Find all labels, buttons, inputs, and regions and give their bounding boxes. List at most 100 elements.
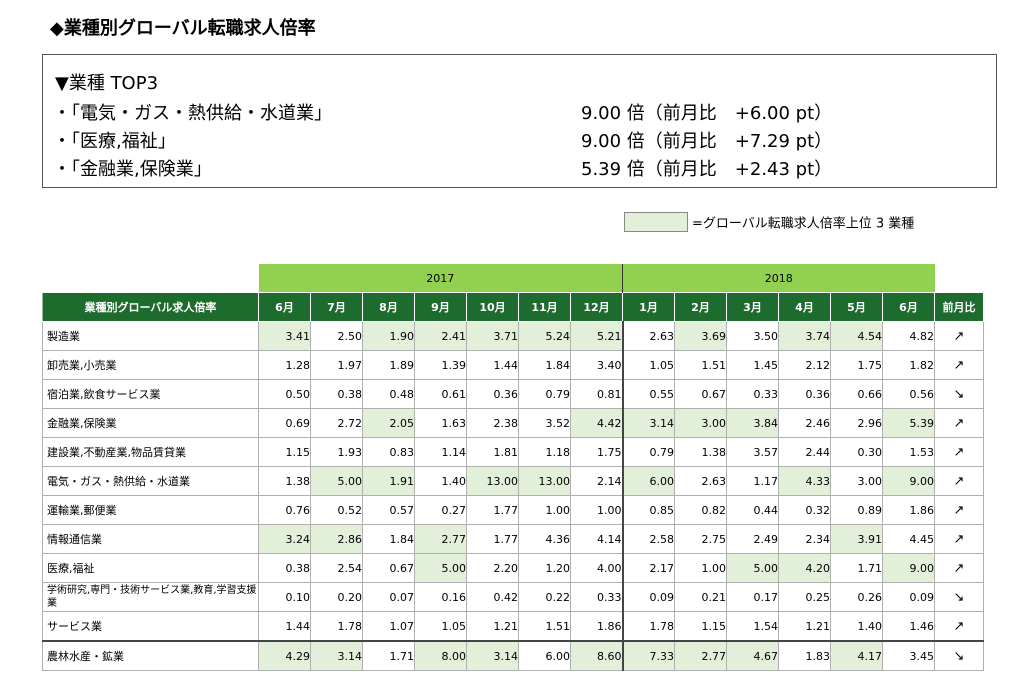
ratio-cell: 0.10 [258,582,311,612]
trend-up-icon: ↗ [934,553,984,583]
ratio-cell: 0.85 [621,495,675,525]
ratio-cell: 0.76 [258,495,311,525]
month-header: 6月 [882,292,935,322]
ratio-cell: 1.05 [621,350,675,380]
ratio-cell: 4.00 [570,553,623,583]
ratio-cell: 1.15 [258,437,311,467]
ratio-cell: 6.00 [621,466,675,496]
table-row: 医療,福祉 0.38 2.54 0.67 5.00 2.20 1.20 4.00 2.17 1.0… [42,553,984,583]
ratio-cell: 2.49 [726,524,779,554]
ratio-cell: 1.20 [518,553,571,583]
trend-up-icon: ↗ [934,524,984,554]
ratio-cell: 4.45 [882,524,935,554]
ratio-cell: 0.83 [362,437,415,467]
ratio-cell: 1.00 [518,495,571,525]
ratio-cell: 2.41 [414,321,467,351]
industry-name: 建設業,不動産業,物品賃貸業 [42,437,259,467]
ratio-cell: 0.89 [830,495,883,525]
ratio-cell: 5.39 [882,408,935,438]
ratio-cell: 2.12 [778,350,831,380]
ratio-cell: 1.78 [310,611,363,642]
trend-up-icon: ↗ [934,408,984,438]
ratio-cell: 1.83 [778,640,831,671]
ratio-table: 2017 2018 業種別グローバル求人倍率 6月 7月 8月 9月 10月 11月 12月… [42,264,984,671]
top3-item: ・「電気・ガス・熱供給・水道業」 9.00 倍（前月比 +6.00 pt） [53,99,983,124]
ratio-cell: 0.07 [362,582,415,612]
ratio-cell: 0.38 [310,379,363,409]
ratio-cell: 3.71 [466,321,519,351]
ratio-cell: 1.44 [258,611,311,642]
ratio-cell: 1.75 [570,437,623,467]
ratio-cell: 2.14 [570,466,623,496]
ratio-cell: 3.24 [258,524,311,554]
ratio-cell: 1.77 [466,524,519,554]
industry-name: 電気・ガス・熱供給・水道業 [42,466,259,496]
ratio-cell: 2.63 [674,466,727,496]
ratio-cell: 3.00 [830,466,883,496]
ratio-cell: 2.34 [778,524,831,554]
ratio-cell: 2.46 [778,408,831,438]
ratio-cell: 0.21 [674,582,727,612]
industry-name: 運輸業,郵便業 [42,495,259,525]
month-header-row: 業種別グローバル求人倍率 6月 7月 8月 9月 10月 11月 12月 1月 2月 3月 4月 5月… [42,292,984,322]
ratio-cell: 1.38 [258,466,311,496]
ratio-cell: 1.00 [570,495,623,525]
ratio-cell: 1.75 [830,350,883,380]
ratio-cell: 0.55 [621,379,675,409]
ratio-cell: 3.84 [726,408,779,438]
trend-up-icon: ↗ [934,466,984,496]
ratio-cell: 7.33 [621,640,675,671]
ratio-cell: 1.81 [466,437,519,467]
ratio-cell: 2.44 [778,437,831,467]
industry-name: 医療,福祉 [42,553,259,583]
ratio-cell: 3.50 [726,321,779,351]
ratio-cell: 1.93 [310,437,363,467]
ratio-cell: 0.27 [414,495,467,525]
table-row: 情報通信業 3.24 2.86 1.84 2.77 1.77 4.36 4.14 2.58 2.7… [42,524,984,554]
month-header: 7月 [310,292,363,322]
ratio-cell: 1.40 [414,466,467,496]
ratio-cell: 2.77 [674,640,727,671]
table-row: 製造業 3.41 2.50 1.90 2.41 3.71 5.24 5.21 2.63 3.69 3… [42,321,984,351]
ratio-cell: 0.33 [726,379,779,409]
ratio-cell: 1.17 [726,466,779,496]
ratio-cell: 2.50 [310,321,363,351]
ratio-cell: 4.20 [778,553,831,583]
ratio-cell: 4.14 [570,524,623,554]
ratio-cell: 0.32 [778,495,831,525]
table-row: 建設業,不動産業,物品賃貸業 1.15 1.93 0.83 1.14 1.81 1.18 1.… [42,437,984,467]
ratio-cell: 8.00 [414,640,467,671]
ratio-cell: 9.00 [882,466,935,496]
legend: =グローバル転職求人倍率上位 3 業種 [624,212,914,232]
ratio-cell: 2.96 [830,408,883,438]
ratio-cell: 0.22 [518,582,571,612]
ratio-cell: 1.86 [882,495,935,525]
ratio-cell: 3.57 [726,437,779,467]
ratio-cell: 1.14 [414,437,467,467]
ratio-cell: 0.33 [570,582,623,612]
industry-name: サービス業 [42,611,259,642]
ratio-cell: 2.54 [310,553,363,583]
ratio-cell: 4.67 [726,640,779,671]
ratio-cell: 1.21 [466,611,519,642]
month-header: 10月 [466,292,519,322]
ratio-cell: 1.77 [466,495,519,525]
trend-down-icon: ↘ [934,379,984,409]
ratio-cell: 1.78 [621,611,675,642]
ratio-cell: 4.42 [570,408,623,438]
ratio-cell: 0.16 [414,582,467,612]
industry-name: 情報通信業 [42,524,259,554]
ratio-cell: 3.41 [258,321,311,351]
ratio-cell: 1.86 [570,611,623,642]
table-row: 卸売業,小売業 1.28 1.97 1.89 1.39 1.44 1.84 3.40 1.05 1… [42,350,984,380]
top3-item-value: 5.39 倍（前月比 +2.43 pt） [581,159,833,180]
trend-up-icon: ↗ [934,611,984,642]
ratio-cell: 1.46 [882,611,935,642]
year-header-row: 2017 2018 [43,264,984,293]
ratio-cell: 1.38 [674,437,727,467]
top3-item: ・「金融業,保険業」 5.39 倍（前月比 +2.43 pt） [53,155,983,180]
ratio-cell: 1.97 [310,350,363,380]
ratio-cell: 3.14 [310,640,363,671]
table-row: 農林水産・鉱業 4.29 3.14 1.71 8.00 3.14 6.00 8.60 7.33 2… [42,640,984,671]
ratio-cell: 0.36 [778,379,831,409]
